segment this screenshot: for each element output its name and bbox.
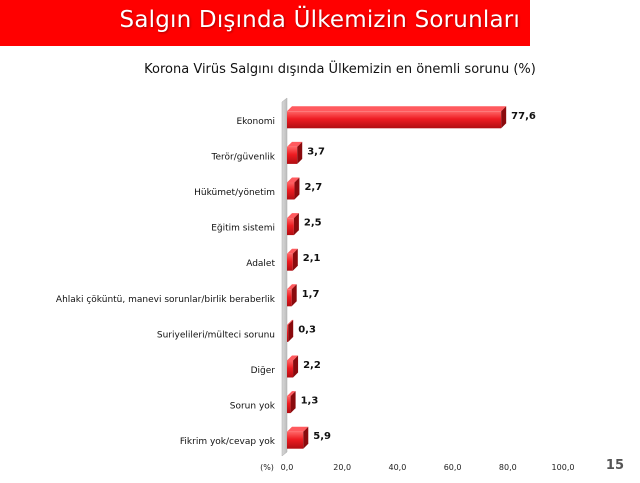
bar-top bbox=[287, 391, 296, 397]
x-tick-label: 100,0 bbox=[552, 463, 575, 472]
bar-top bbox=[287, 355, 299, 361]
x-tick-label: 60,0 bbox=[444, 463, 462, 472]
data-label: 2,7 bbox=[304, 182, 322, 193]
category-label: Eğitim sistemi bbox=[211, 224, 275, 234]
page-title: Salgın Dışında Ülkemizin Sorunları bbox=[119, 7, 520, 33]
bar-top bbox=[287, 106, 507, 112]
category-label: Adalet bbox=[246, 259, 275, 269]
bar-end bbox=[294, 177, 300, 200]
x-tick-label: 0,0 bbox=[281, 463, 294, 472]
bar bbox=[287, 218, 294, 236]
header-bar: Salgın Dışında Ülkemizin Sorunları bbox=[0, 0, 530, 46]
data-label: 77,6 bbox=[511, 111, 536, 122]
bar bbox=[287, 289, 292, 307]
bar bbox=[287, 182, 295, 200]
category-label: Ahlaki çöküntü, manevi sorunlar/birlik b… bbox=[56, 295, 276, 305]
bar bbox=[287, 360, 294, 378]
bar-top bbox=[287, 213, 299, 219]
bar-end bbox=[293, 213, 299, 236]
page-number: 15 bbox=[605, 458, 624, 473]
category-label: Diğer bbox=[251, 366, 276, 376]
chart-title-text: Korona Virüs Salgını dışında Ülkemizin e… bbox=[144, 62, 536, 77]
x-axis-label: (%) bbox=[260, 463, 274, 472]
category-label: Terör/güvenlik bbox=[211, 152, 276, 162]
bar bbox=[287, 111, 502, 129]
bar-end bbox=[288, 319, 294, 342]
category-label: Fikrim yok/cevap yok bbox=[180, 437, 276, 447]
category-label: Suriyelileri/mülteci sorunu bbox=[157, 330, 275, 340]
bar bbox=[287, 253, 293, 271]
bar-end bbox=[293, 355, 299, 378]
category-label: Sorun yok bbox=[230, 402, 276, 412]
data-label: 2,1 bbox=[303, 253, 321, 264]
category-label: Ekonomi bbox=[236, 117, 275, 127]
data-label: 5,9 bbox=[313, 431, 331, 442]
data-label: 2,2 bbox=[303, 360, 321, 371]
bar-top bbox=[287, 426, 309, 432]
x-tick-label: 40,0 bbox=[388, 463, 406, 472]
x-tick-label: 20,0 bbox=[333, 463, 351, 472]
bar-top bbox=[287, 248, 298, 254]
bar-top bbox=[287, 177, 300, 183]
bar bbox=[287, 396, 291, 414]
bar-end bbox=[290, 391, 296, 414]
bar-end bbox=[297, 141, 303, 164]
data-label: 1,7 bbox=[302, 289, 320, 300]
bar-end bbox=[291, 284, 297, 307]
x-tick-label: 80,0 bbox=[499, 463, 517, 472]
bar bbox=[287, 146, 298, 164]
data-label: 0,3 bbox=[298, 324, 316, 335]
bar bbox=[287, 324, 289, 342]
bar-end bbox=[292, 248, 298, 271]
bar-top bbox=[287, 319, 294, 325]
data-label: 2,5 bbox=[304, 218, 322, 229]
bar-top bbox=[287, 141, 303, 147]
chart-title: Korona Virüs Salgını dışında Ülkemizin e… bbox=[0, 62, 640, 77]
bar bbox=[287, 431, 304, 449]
bar-end bbox=[303, 426, 309, 449]
data-label: 1,3 bbox=[301, 396, 319, 407]
axis-wall bbox=[281, 97, 288, 457]
category-label: Hükümet/yönetim bbox=[194, 188, 275, 198]
bar-end bbox=[501, 106, 507, 129]
data-label: 3,7 bbox=[307, 146, 325, 157]
bar-top bbox=[287, 284, 297, 290]
